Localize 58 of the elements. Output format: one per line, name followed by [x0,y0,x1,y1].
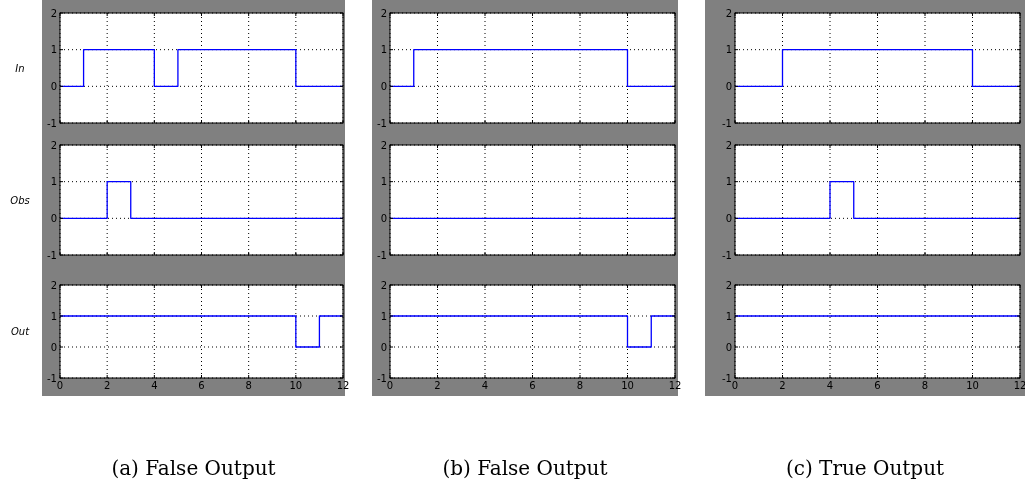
y-tick-label: 1 [380,310,387,322]
y-tick-label: 2 [50,279,57,291]
x-tick-label: 4 [826,380,834,391]
text: (b) False Output [442,456,608,480]
y-tick-label: 0 [380,341,387,353]
x-tick-label: 10 [289,380,303,391]
y-tick-label: 2 [380,7,387,19]
y-tick-label: 2 [380,279,387,291]
y-tick-label: -1 [722,249,732,261]
y-tick-label: 1 [50,44,57,56]
y-tick-label: 1 [725,44,732,56]
y-tick-label: 2 [725,7,732,19]
y-tick-label: -1 [722,372,732,384]
text: (c) True Output [785,456,945,480]
x-tick-label: 6 [874,380,881,391]
x-tick-label: 10 [966,380,979,391]
y-axis-title: Out [10,326,31,337]
y-tick-label: 0 [50,212,57,224]
y-tick-label: -1 [377,117,387,129]
y-tick-label: -1 [47,372,57,384]
y-tick-label: -1 [377,249,387,261]
y-axis-title: In [15,62,25,74]
x-tick-label: 10 [621,380,634,391]
x-tick-label: 8 [245,380,252,391]
y-tick-label: -1 [47,249,57,261]
y-tick-label: -1 [722,117,732,129]
text: (a) False Output [111,456,276,480]
y-tick-label: 0 [725,212,732,224]
x-tick-label: 6 [529,380,536,391]
y-tick-label: 0 [725,80,732,92]
x-tick-label: 6 [198,380,205,391]
y-tick-label: 0 [380,212,387,224]
x-tick-label: 4 [481,380,489,391]
y-tick-label: 2 [725,139,732,151]
x-tick-label: 2 [779,380,786,391]
x-tick-label: 8 [921,380,929,391]
y-tick-label: 1 [50,176,57,188]
y-tick-label: 0 [725,341,732,353]
y-tick-label: 1 [50,310,57,322]
y-tick-label: 0 [50,80,57,92]
y-tick-label: 2 [50,7,57,19]
x-tick-label: 2 [434,380,441,391]
y-tick-label: -1 [47,117,57,129]
y-tick-label: 1 [725,310,732,322]
y-tick-label: 2 [725,279,732,291]
y-tick-label: -1 [377,372,387,384]
y-tick-label: 0 [380,80,387,92]
y-tick-label: 2 [50,139,57,151]
y-tick-label: 2 [380,139,387,151]
y-tick-label: 1 [380,44,387,56]
y-tick-label: 0 [50,341,57,353]
x-tick-label: 4 [151,380,158,391]
y-axis-title: Obs [10,194,30,206]
y-tick-label: 1 [725,176,732,188]
y-tick-label: 1 [380,176,387,188]
x-tick-label: 12 [1013,380,1025,391]
x-tick-label: 8 [576,380,584,391]
x-tick-label: 2 [103,380,111,391]
